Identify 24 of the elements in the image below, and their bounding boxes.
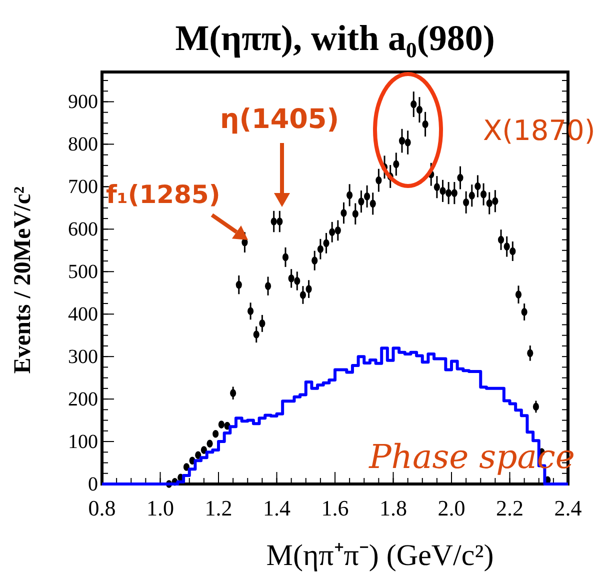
y-tick-label: 0 (88, 473, 98, 496)
y-tick-label: 800 (68, 134, 98, 156)
x-tick-label: 1.6 (321, 496, 349, 521)
x-tick-label: 2.4 (554, 496, 582, 521)
y-tick-label: 700 (68, 176, 98, 198)
y-tick-label: 300 (68, 346, 98, 368)
x-tick-label: 1.4 (263, 496, 290, 521)
y-axis-title: Events / 20MeV/c² (10, 186, 36, 374)
x-tick-label: 0.8 (88, 496, 116, 521)
x-tick-label: 2.0 (438, 496, 466, 521)
y-tick-label: 500 (68, 261, 98, 284)
y-tick-label: 200 (68, 388, 98, 410)
x-axis-title: M(ηπ⁺π⁻) (GeV/c²) (266, 539, 494, 572)
y-tick-label: 900 (68, 91, 98, 114)
y-tick-label: 400 (68, 304, 98, 326)
x-tick-label: 1.8 (380, 496, 407, 521)
y-tick-label: 600 (68, 218, 98, 241)
x-tick-label: 1.2 (204, 496, 232, 521)
annotation: f₁(1285) (106, 180, 220, 209)
x-tick-label: 2.2 (496, 496, 524, 521)
chart-title: M(ηππ), with a₀(980) (175, 18, 495, 58)
x-tick-label: 1.0 (146, 496, 174, 521)
annotation: η(1405) (220, 104, 340, 135)
y-tick-label: 100 (68, 430, 98, 453)
